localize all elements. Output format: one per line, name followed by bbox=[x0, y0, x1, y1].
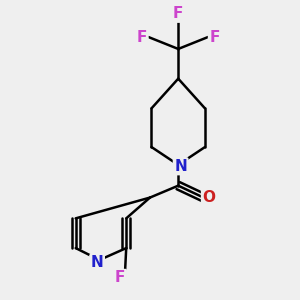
Text: N: N bbox=[174, 159, 187, 174]
Text: F: F bbox=[137, 30, 147, 45]
Text: F: F bbox=[115, 270, 125, 285]
Text: F: F bbox=[173, 6, 183, 21]
Text: F: F bbox=[209, 30, 220, 45]
Text: N: N bbox=[91, 255, 103, 270]
Text: O: O bbox=[202, 190, 215, 205]
